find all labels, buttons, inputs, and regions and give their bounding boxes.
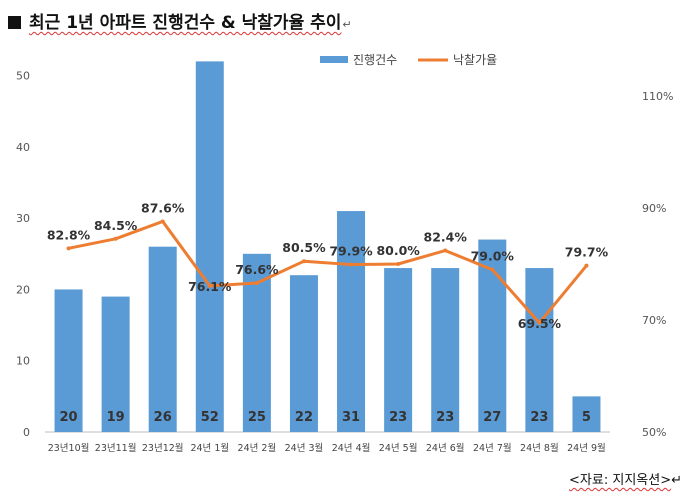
x-tick-label: 24년 7월 <box>473 442 512 454</box>
x-tick-label: 24년 4월 <box>332 442 371 454</box>
rate-value-label: 69.5% <box>518 316 562 331</box>
square-bullet-icon <box>8 16 21 29</box>
rate-value-label: 80.0% <box>376 243 420 258</box>
rate-point <box>301 259 306 264</box>
bar-value-label: 19 <box>107 410 125 425</box>
rate-value-label: 76.1% <box>188 279 232 294</box>
rate-point <box>396 262 401 266</box>
rate-point <box>254 281 259 286</box>
x-tick-label: 24년 6월 <box>426 442 465 454</box>
rate-point <box>537 320 542 325</box>
chart-title: 최근 1년 아파트 진행건수 & 낙찰가율 추이↵ <box>8 8 352 33</box>
x-tick-label: 23년11월 <box>95 442 137 454</box>
rate-value-label: 82.8% <box>47 227 91 242</box>
bar-value-label: 23 <box>389 410 407 425</box>
rate-line <box>68 219 588 325</box>
x-tick-label: 24년 9월 <box>567 442 606 454</box>
bar <box>525 268 554 432</box>
bar-value-label: 52 <box>201 410 219 425</box>
rate-point <box>66 246 71 251</box>
rate-point <box>207 283 212 288</box>
bar-value-label: 31 <box>342 410 360 425</box>
bar-value-label: 25 <box>248 410 266 425</box>
rate-point <box>113 236 118 241</box>
rate-point <box>443 248 448 253</box>
bar-value-label: 22 <box>295 410 313 425</box>
bar <box>148 246 177 432</box>
bar-value-label: 27 <box>483 410 501 425</box>
y-left-tick-label: 40 <box>16 141 30 154</box>
bar <box>384 268 413 432</box>
y-left-tick-label: 20 <box>16 283 30 296</box>
rate-point <box>584 263 589 268</box>
x-tick-label: 24년 2월 <box>238 442 277 454</box>
rate-value-label: 79.9% <box>329 244 373 259</box>
bar <box>289 275 318 432</box>
title-text: 최근 1년 아파트 진행건수 & 낙찰가율 추이 <box>29 13 342 33</box>
bar <box>195 61 224 433</box>
x-tick-label: 24년 5월 <box>379 442 418 454</box>
paragraph-mark-icon: ↵ <box>671 473 682 488</box>
bar <box>101 296 130 432</box>
rate-value-label: 82.4% <box>424 230 468 245</box>
bar-value-label: 23 <box>530 410 548 425</box>
rate-value-label: 87.6% <box>141 200 185 215</box>
x-tick-label: 23년10월 <box>48 442 90 454</box>
rate-value-label: 79.7% <box>565 245 609 260</box>
y-right-tick-label: 50% <box>642 426 666 439</box>
source-note: <자료: 지지옥션>↵ <box>569 469 682 488</box>
rate-point <box>490 267 495 272</box>
source-text: <자료: 지지옥션> <box>569 473 672 488</box>
bar <box>54 289 83 432</box>
rate-point <box>160 219 165 224</box>
x-tick-label: 24년 1월 <box>190 442 229 454</box>
legend-bar-swatch <box>320 56 348 63</box>
y-left-tick-label: 10 <box>16 355 30 368</box>
x-tick-label: 23년12월 <box>142 442 184 454</box>
bar-value-label: 26 <box>154 410 172 425</box>
rate-value-label: 84.5% <box>94 218 138 233</box>
rate-point <box>349 262 354 267</box>
bar-value-label: 23 <box>436 410 454 425</box>
legend-bar-label: 진행건수 <box>353 52 397 67</box>
bar <box>572 396 601 432</box>
y-left-tick-label: 0 <box>23 426 30 439</box>
bar <box>431 268 460 432</box>
y-right-tick-label: 110% <box>642 90 673 103</box>
rate-value-label: 80.5% <box>282 240 326 255</box>
y-left-tick-label: 30 <box>16 212 30 225</box>
bar-value-label: 5 <box>582 410 591 425</box>
rate-value-label: 76.6% <box>235 262 279 277</box>
bar-value-label: 20 <box>59 410 77 425</box>
x-tick-label: 24년 3월 <box>285 442 324 454</box>
rate-value-label: 79.0% <box>471 249 515 264</box>
bar <box>337 211 366 432</box>
y-right-tick-label: 90% <box>642 202 666 215</box>
legend-line-label: 낙찰가율 <box>453 53 497 67</box>
x-tick-label: 24년 8월 <box>520 442 559 454</box>
y-right-tick-label: 70% <box>642 314 666 327</box>
paragraph-mark-icon: ↵ <box>342 18 352 31</box>
y-left-tick-label: 50 <box>16 70 30 83</box>
bar <box>242 253 271 432</box>
